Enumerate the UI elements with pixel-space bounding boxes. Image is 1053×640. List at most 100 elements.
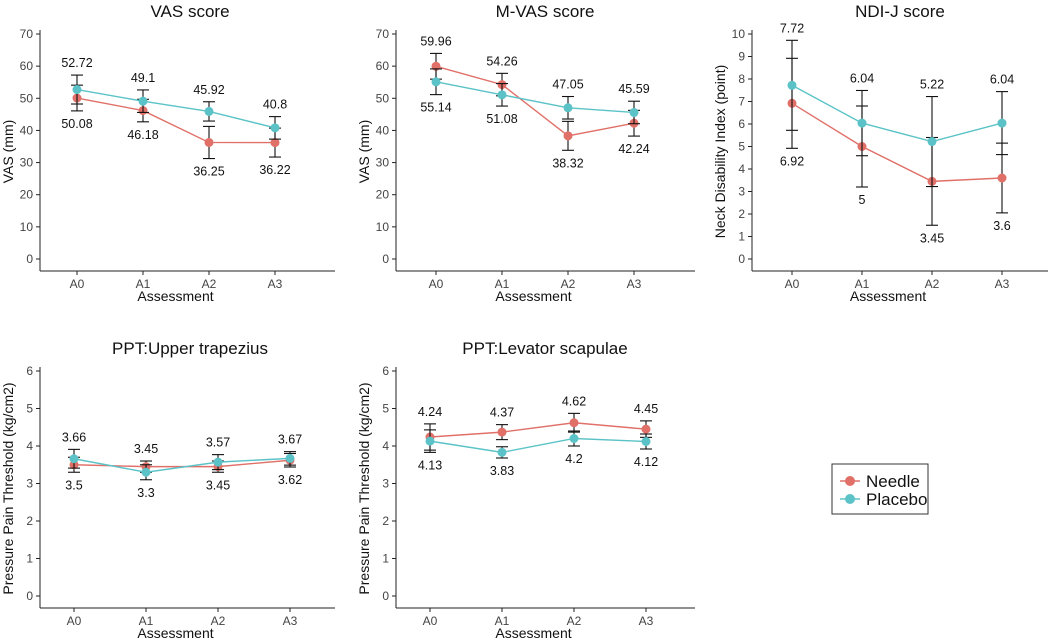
data-label: 54.26 <box>486 54 517 68</box>
data-point <box>787 80 797 90</box>
data-label: 3.45 <box>920 231 944 245</box>
y-tick-label: 5 <box>738 140 745 154</box>
series-placebo <box>424 429 652 459</box>
data-point <box>425 436 435 446</box>
x-tick-label: A3 <box>639 614 654 628</box>
y-tick-label: 4 <box>26 439 33 453</box>
x-tick-label: A2 <box>202 277 217 291</box>
data-point <box>497 90 507 100</box>
series-line <box>76 88 276 129</box>
y-tick-label: 30 <box>20 156 34 170</box>
data-point <box>569 418 579 428</box>
y-tick-label: 60 <box>20 59 34 73</box>
y-tick-label: 30 <box>376 156 390 170</box>
x-tick-label: A2 <box>561 277 576 291</box>
data-point <box>213 457 223 467</box>
data-point <box>204 106 214 116</box>
data-label: 45.92 <box>193 83 224 97</box>
y-tick-label: 1 <box>382 552 389 566</box>
data-label: 40.8 <box>263 98 287 112</box>
series-line <box>73 459 291 468</box>
chart-panel-2: M-VAS score 0 10 20 30 40 50 60 70 A0 A1 A2 A3 Assess… <box>356 2 695 304</box>
data-point <box>138 96 148 106</box>
x-tick-label: A2 <box>567 614 582 628</box>
chart-panel-3: NDI-J score 0 1 2 3 4 5 6 7 8 9 10 A0 A1 A2 A3 Assessmen… <box>712 2 1048 304</box>
data-label: 3.66 <box>62 430 86 444</box>
data-point <box>641 437 651 446</box>
data-label: 4.62 <box>562 394 586 408</box>
y-tick-label: 6 <box>738 117 745 131</box>
x-tick-label: A1 <box>495 277 510 291</box>
y-tick-label: 10 <box>732 27 746 41</box>
x-axis-label: Assessment <box>495 625 571 640</box>
y-tick-label: 3 <box>738 185 745 199</box>
series-line <box>791 102 1003 183</box>
y-tick-label: 4 <box>382 439 389 453</box>
data-point <box>563 103 573 113</box>
x-tick-label: A0 <box>67 614 82 628</box>
series-line <box>435 81 635 114</box>
data-label: 45.59 <box>618 82 649 96</box>
x-axis-label: Assessment <box>850 288 926 304</box>
data-point <box>285 453 295 463</box>
series-line <box>429 422 647 438</box>
legend-needle-label: Needle <box>866 472 920 491</box>
x-tick-label: A1 <box>136 277 151 291</box>
y-tick-label: 70 <box>20 27 34 41</box>
data-label: 36.22 <box>259 163 290 177</box>
data-label: 4.37 <box>490 406 514 420</box>
y-tick-label: 6 <box>26 364 33 378</box>
data-point <box>497 427 507 437</box>
data-label: 7.72 <box>780 21 804 35</box>
y-axis-label: VAS (mm) <box>0 120 16 184</box>
x-tick-label: A0 <box>785 277 800 291</box>
data-label: 47.05 <box>552 78 583 92</box>
x-tick-label: A0 <box>429 277 444 291</box>
y-tick-label: 10 <box>20 220 34 234</box>
y-tick-label: 3 <box>26 477 33 491</box>
y-tick-label: 40 <box>20 123 34 137</box>
legend-needle-marker <box>845 476 855 486</box>
x-tick-label: A2 <box>925 277 940 291</box>
y-tick-label: 8 <box>738 72 745 86</box>
data-label: 3.83 <box>490 464 514 478</box>
chart-title: PPT:Levator scapulae <box>462 339 627 358</box>
series-line <box>791 84 1003 143</box>
chart-title: PPT:Upper trapezius <box>112 339 268 358</box>
y-tick-label: 20 <box>20 188 34 202</box>
x-tick-label: A3 <box>268 277 283 291</box>
y-tick-label: 2 <box>26 514 33 528</box>
data-point <box>997 118 1007 128</box>
data-label: 50.08 <box>61 117 92 131</box>
y-tick-label: 40 <box>376 123 390 137</box>
y-tick-label: 0 <box>382 589 389 603</box>
y-tick-label: 60 <box>376 59 390 73</box>
series-line <box>73 457 291 473</box>
data-point <box>204 137 214 147</box>
data-point <box>569 434 579 443</box>
data-label: 3.3 <box>137 486 154 500</box>
y-tick-label: 0 <box>382 252 389 266</box>
data-label: 3.5 <box>65 478 82 492</box>
data-point <box>431 77 441 87</box>
data-point <box>857 118 867 128</box>
chart-title: M-VAS score <box>496 2 595 21</box>
data-label: 3.6 <box>993 219 1010 233</box>
y-tick-label: 6 <box>382 364 389 378</box>
legend-placebo-marker <box>845 494 855 504</box>
x-tick-label: A2 <box>211 614 226 628</box>
series-placebo <box>430 68 640 125</box>
x-tick-label: A1 <box>855 277 870 291</box>
data-point <box>72 85 82 95</box>
y-axis-label: Neck Disability Index (point) <box>712 65 728 239</box>
y-tick-label: 1 <box>738 230 745 244</box>
data-point <box>563 131 573 141</box>
data-point <box>927 137 937 147</box>
x-tick-label: A0 <box>423 614 438 628</box>
y-tick-label: 1 <box>26 552 33 566</box>
data-label: 3.62 <box>278 473 302 487</box>
data-label: 51.08 <box>486 112 517 126</box>
series-line <box>76 97 276 144</box>
data-point <box>497 447 507 457</box>
